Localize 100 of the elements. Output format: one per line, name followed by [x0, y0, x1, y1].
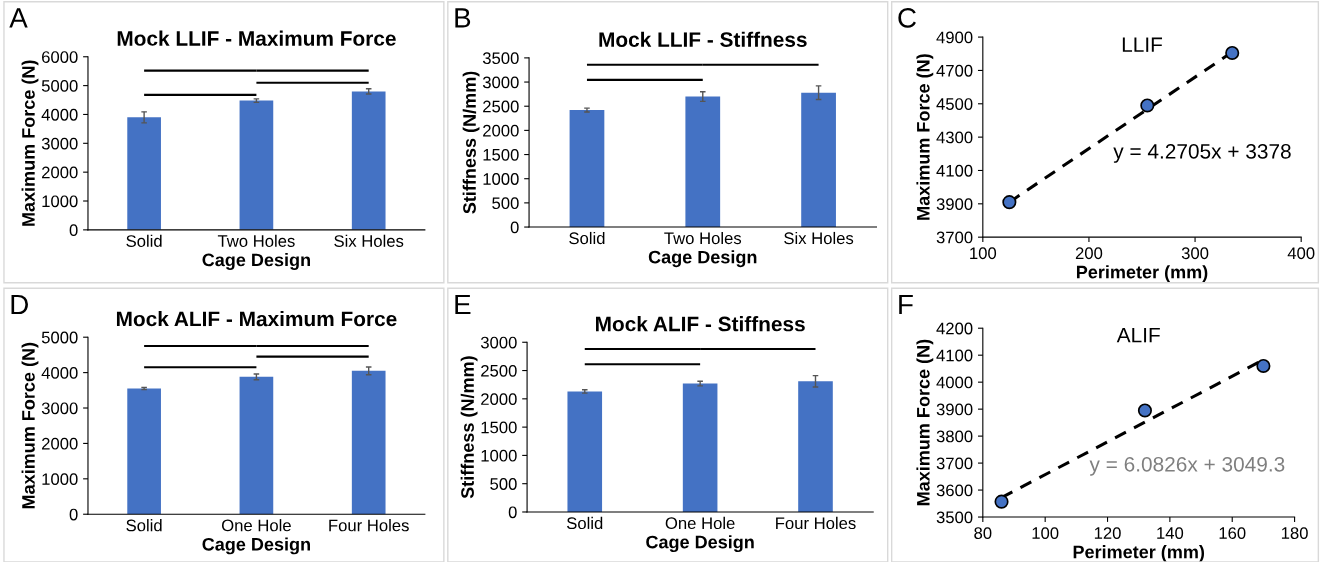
- y-tick-label: 0: [69, 224, 78, 237]
- y-axis-title: Stiffness (N/mm): [462, 71, 480, 214]
- annotation: y = 4.2705x + 3378: [1113, 143, 1291, 163]
- y-tick-label: 6000: [42, 51, 78, 63]
- x-tick-label: Solid: [126, 519, 162, 532]
- x-tick-label: Two Holes: [217, 234, 295, 247]
- y-tick-label: 500: [492, 197, 519, 210]
- y-tick-label: 3000: [41, 137, 78, 150]
- x-tick-label: Four Holes: [776, 516, 856, 530]
- y-tick-label: 3600: [936, 484, 973, 497]
- annotation: y = 6.0826x + 3049.3: [1089, 456, 1285, 476]
- point: [1137, 403, 1152, 418]
- chart-title: Mock ALIF - Maximum Force: [116, 310, 397, 327]
- x-axis-title: Cage Design: [202, 253, 310, 270]
- y-tick-label: 3700: [936, 457, 973, 470]
- chart-title: Mock LLIF - Maximum Force: [117, 30, 396, 46]
- y-tick-label: 3700: [936, 231, 973, 244]
- x-tick-label: Solid: [126, 234, 162, 247]
- x-axis-title: Cage Design: [648, 250, 757, 268]
- y-tick-label: 1500: [483, 148, 519, 161]
- y-tick-label: 3000: [41, 402, 78, 415]
- y-tick-label: 3800: [936, 430, 973, 443]
- point: [1225, 45, 1240, 60]
- y-axis-title: Stiffness (N/mm): [460, 356, 478, 499]
- y-tick-label: 2000: [42, 437, 78, 450]
- bar: [239, 376, 274, 515]
- text: C: [898, 8, 916, 28]
- y-tick-label: 4300: [936, 131, 973, 144]
- text: D: [11, 294, 28, 315]
- x-tick-label: 100: [1032, 527, 1059, 539]
- y-tick-label: 3500: [482, 52, 519, 65]
- bar: [682, 383, 718, 512]
- text: E: [455, 294, 471, 315]
- y-axis-title: Maximum Force (N): [21, 342, 39, 509]
- y-tick-label: 1500: [481, 421, 517, 434]
- x-axis-title: Perimeter (mm): [1076, 265, 1208, 283]
- chart-title: Mock LLIF - Stiffness: [599, 31, 807, 47]
- x-tick-label: 400: [1287, 247, 1315, 260]
- y-tick-label: 500: [490, 478, 517, 490]
- y-axis-title: Maximum Force (N): [916, 339, 934, 506]
- y-tick-label: 4700: [936, 64, 973, 77]
- y-tick-label: 1000: [42, 195, 78, 208]
- bar: [798, 381, 833, 512]
- x-axis-title: Cage Design: [646, 535, 754, 553]
- y-tick-label: 3900: [936, 403, 973, 416]
- y-tick-label: 4000: [936, 376, 973, 389]
- y-tick-label: 2000: [42, 166, 78, 179]
- x-tick-label: One Hole: [221, 519, 291, 532]
- y-tick-label: 4100: [936, 164, 973, 177]
- y-tick-label: 2000: [483, 124, 519, 137]
- x-tick-label: Solid: [569, 231, 605, 245]
- x-tick-label: 80: [974, 527, 992, 539]
- x-tick-label: One Hole: [665, 516, 735, 530]
- text: F: [899, 294, 913, 315]
- y-tick-label: 3500: [936, 511, 973, 524]
- y-tick-label: 0: [508, 506, 517, 519]
- point: [1140, 98, 1155, 113]
- x-tick-label: 180: [1281, 527, 1308, 539]
- x-tick-label: 300: [1181, 247, 1209, 260]
- bar: [127, 388, 161, 515]
- y-tick-label: 4500: [936, 98, 973, 110]
- bar: [567, 391, 603, 512]
- y-axis-title: Maximum Force (N): [21, 60, 39, 226]
- chart-title: Mock ALIF - Stiffness: [596, 316, 805, 332]
- text: A: [9, 8, 28, 28]
- y-tick-label: 2500: [483, 100, 519, 113]
- y-tick-label: 0: [69, 508, 78, 521]
- x-tick-label: 100: [970, 247, 997, 260]
- y-tick-label: 4100: [936, 349, 973, 362]
- point: [1256, 358, 1271, 374]
- text: B: [455, 8, 471, 28]
- y-axis-title: Maximum Force (N): [916, 54, 934, 220]
- y-tick-label: 1000: [483, 173, 519, 185]
- x-tick-label: Two Holes: [664, 231, 742, 245]
- point: [994, 494, 1009, 509]
- y-tick-label: 2500: [481, 364, 517, 377]
- y-tick-label: 1000: [481, 449, 517, 462]
- y-tick-label: 5000: [41, 331, 78, 344]
- x-axis-title: Perimeter (mm): [1073, 545, 1205, 562]
- x-tick-label: 120: [1094, 527, 1121, 539]
- y-tick-label: 3000: [480, 336, 517, 349]
- bar: [239, 100, 274, 230]
- x-tick-label: 200: [1075, 247, 1103, 260]
- y-tick-label: 5000: [41, 80, 78, 92]
- bar: [351, 370, 386, 515]
- y-tick-label: 4000: [41, 108, 78, 121]
- chart-title: ALIF: [1116, 327, 1160, 343]
- y-tick-label: 1000: [42, 473, 78, 486]
- x-tick-label: Solid: [566, 516, 603, 530]
- bar: [351, 91, 386, 230]
- y-tick-label: 0: [510, 221, 519, 234]
- y-tick-label: 4900: [936, 31, 973, 44]
- y-tick-label: 3000: [482, 76, 519, 89]
- x-tick-label: 140: [1157, 527, 1184, 539]
- y-tick-label: 4200: [936, 322, 973, 335]
- x-axis-title: Cage Design: [202, 537, 310, 555]
- x-tick-label: Six Holes: [784, 231, 854, 245]
- x-tick-label: Six Holes: [334, 234, 404, 247]
- bar: [127, 117, 161, 230]
- point: [1002, 195, 1017, 210]
